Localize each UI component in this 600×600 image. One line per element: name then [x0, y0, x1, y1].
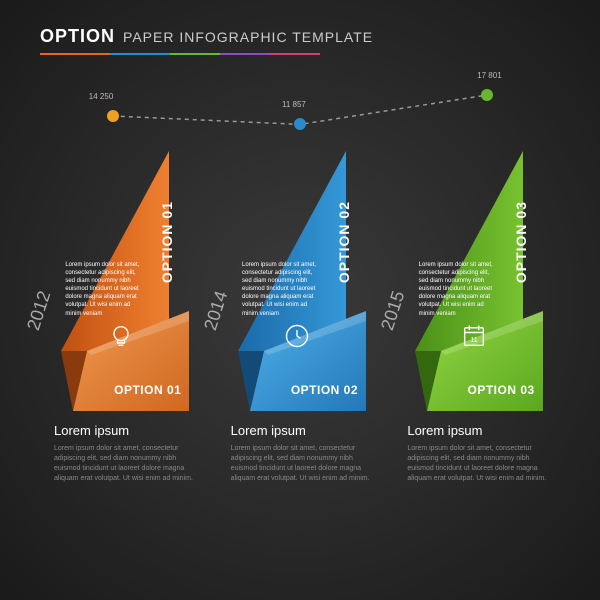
caption-title: Lorem ipsum: [50, 423, 197, 438]
title-light: PAPER INFOGRAPHIC TEMPLATE: [123, 29, 373, 45]
paper-shape: 2014OPTION 02Lorem ipsum dolor sit amet,…: [230, 151, 370, 411]
year-label: 2015: [377, 288, 409, 333]
chart-value-label: 14 250: [89, 92, 113, 101]
option-vertical-label: OPTION 01: [159, 201, 175, 283]
header: OPTION PAPER INFOGRAPHIC TEMPLATE: [0, 0, 600, 61]
option-horizontal-label: OPTION 03: [467, 383, 534, 397]
option-column: 2012OPTION 01Lorem ipsum dolor sit amet,…: [50, 151, 197, 485]
chart-dot: [107, 110, 119, 122]
caption-title: Lorem ipsum: [227, 423, 374, 438]
calendar-icon: 11: [460, 322, 488, 355]
svg-text:11: 11: [470, 337, 477, 344]
caption-text: Lorem ipsum dolor sit amet, consectetur …: [403, 444, 550, 485]
line-chart: 14 250 11 857 17 801: [40, 81, 560, 151]
option-body-text: Lorem ipsum dolor sit amet, consectetur …: [419, 261, 499, 318]
color-bar-segment: [270, 53, 320, 55]
chart-point: 14 250: [107, 110, 119, 122]
option-column: 2015OPTION 03Lorem ipsum dolor sit amet,…: [403, 151, 550, 485]
color-bar-segment: [170, 53, 220, 55]
chart-dot: [294, 118, 306, 130]
caption-title: Lorem ipsum: [403, 423, 550, 438]
chart-dot: [481, 89, 493, 101]
year-label: 2012: [23, 288, 55, 333]
chart-value-label: 11 857: [282, 100, 306, 109]
color-bar-segment: [110, 53, 170, 55]
chart-point: 17 801: [481, 89, 493, 101]
option-horizontal-label: OPTION 01: [114, 383, 181, 397]
year-label: 2014: [200, 288, 232, 333]
color-bar: [40, 53, 560, 55]
caption-text: Lorem ipsum dolor sit amet, consectetur …: [50, 444, 197, 485]
title-row: OPTION PAPER INFOGRAPHIC TEMPLATE: [40, 26, 560, 47]
columns: 2012 OPTION 01 Lorem ipsum dolor sit amet,…: [0, 151, 600, 485]
chart-point: 11 857: [294, 118, 306, 130]
caption-text: Lorem ipsum dolor sit amet, consectetur …: [227, 444, 374, 485]
option-vertical-label: OPTION 02: [336, 201, 352, 283]
option-horizontal-label: OPTION 02: [291, 383, 358, 397]
color-bar-segment: [220, 53, 270, 55]
bulb-icon: [107, 322, 135, 355]
paper-shape: 2012OPTION 01Lorem ipsum dolor sit amet,…: [53, 151, 193, 411]
option-body-text: Lorem ipsum dolor sit amet, consectetur …: [65, 261, 145, 318]
option-body-text: Lorem ipsum dolor sit amet, consectetur …: [242, 261, 322, 318]
chart-value-label: 17 801: [477, 71, 501, 80]
option-column: 2014OPTION 02Lorem ipsum dolor sit amet,…: [227, 151, 374, 485]
clock-icon: [283, 322, 311, 355]
option-vertical-label: OPTION 03: [513, 201, 529, 283]
paper-shape: 2015OPTION 03Lorem ipsum dolor sit amet,…: [407, 151, 547, 411]
color-bar-segment: [40, 53, 110, 55]
title-bold: OPTION: [40, 26, 115, 47]
